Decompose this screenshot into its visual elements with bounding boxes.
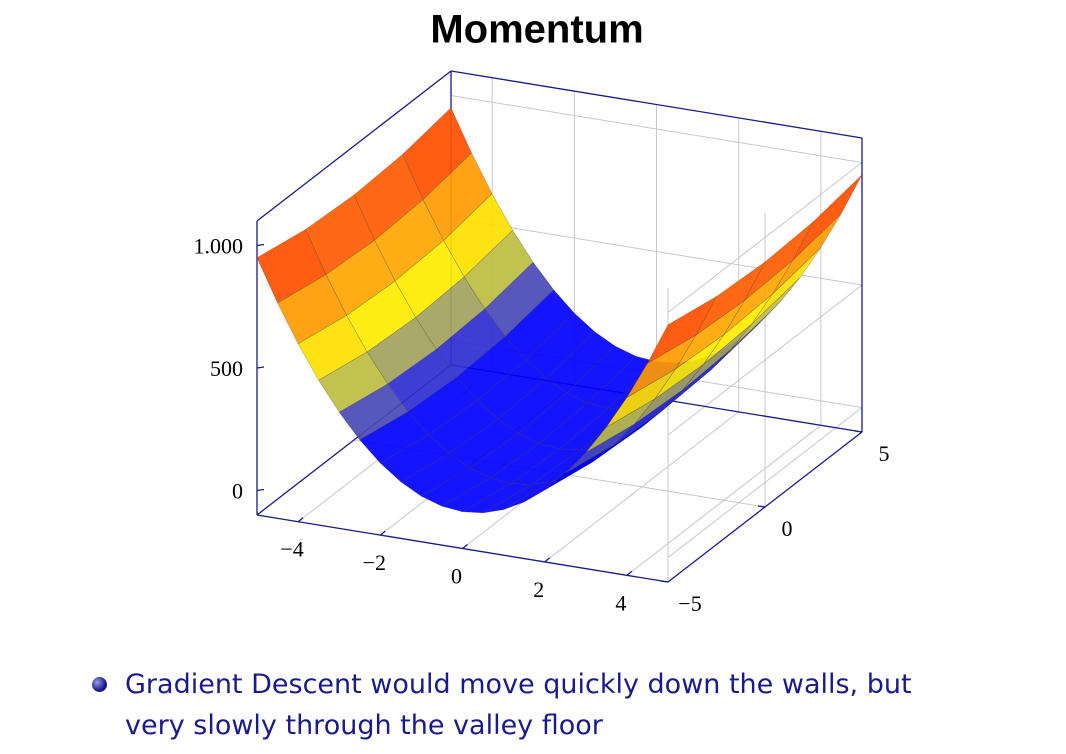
z-tick-label: 500	[210, 356, 243, 381]
tick-mark	[256, 488, 265, 492]
tick-mark	[297, 517, 304, 523]
grid-line	[667, 407, 863, 558]
z-tick-label: 1.000	[194, 234, 244, 259]
tick-mark	[757, 505, 766, 508]
chart-title: Momentum	[430, 8, 643, 52]
x-tick-label: 2	[533, 577, 544, 602]
tick-mark	[660, 580, 669, 583]
y-tick-label: 5	[879, 441, 890, 466]
tick-mark	[256, 366, 265, 369]
bullet-list: Gradient Descent would move quickly down…	[90, 664, 990, 746]
bullet-text: Gradient Descent would move quickly down…	[125, 669, 912, 741]
chart: Momentum −4 −2 0 2 4 −5 0 5 0 500 1.000	[194, 8, 890, 616]
x-tick-label: 0	[451, 564, 462, 589]
grid-line	[667, 284, 863, 436]
y-tick-label: −5	[678, 591, 701, 616]
z-tick-label: 0	[232, 479, 243, 504]
tick-mark	[626, 570, 633, 576]
grid-line	[667, 162, 863, 313]
tick-mark	[462, 543, 468, 550]
tick-mark	[379, 530, 386, 536]
grid-line	[450, 95, 863, 163]
x-tick-label: −2	[363, 550, 386, 575]
axis-line	[256, 70, 452, 222]
axis-line	[450, 70, 863, 139]
bullet: Gradient Descent would move quickly down…	[90, 664, 965, 746]
tick-mark	[256, 243, 265, 247]
x-tick-label: −4	[280, 537, 303, 562]
surface-patch	[695, 261, 766, 336]
bullet-icon	[92, 677, 107, 692]
tick-mark	[854, 430, 863, 433]
surface-patch	[646, 295, 718, 365]
surface-patch	[744, 221, 814, 301]
y-tick-label: 0	[782, 516, 793, 541]
x-tick-label: 4	[615, 590, 626, 615]
surface-patch	[792, 174, 863, 261]
tick-mark	[544, 557, 551, 563]
